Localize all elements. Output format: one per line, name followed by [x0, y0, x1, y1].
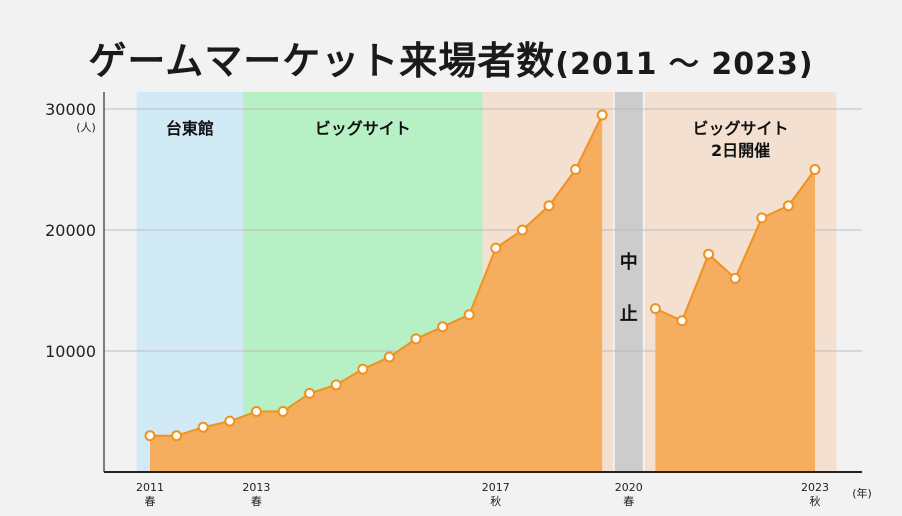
- data-point: [171, 430, 183, 442]
- x-tick-year: 2013: [242, 481, 270, 494]
- y-tick-label: 10000: [45, 342, 96, 361]
- data-point: [703, 248, 715, 260]
- data-point: [463, 309, 475, 321]
- data-point: [304, 387, 316, 399]
- data-point: [729, 272, 741, 284]
- y-tick-label: 30000: [45, 100, 96, 119]
- y-tick-label: 20000: [45, 221, 96, 240]
- data-point: [756, 212, 768, 224]
- x-tick-season: 秋: [810, 494, 821, 508]
- x-unit-label: (年): [852, 486, 872, 500]
- data-point: [224, 415, 236, 427]
- area-segment-1: [655, 169, 815, 472]
- data-point: [570, 164, 582, 175]
- data-point: [250, 406, 262, 417]
- data-point: [649, 303, 661, 315]
- chart-title: ゲームマーケット来場者数(2011 ～ 2023): [0, 30, 902, 85]
- venue-label: 2日開催: [711, 141, 770, 160]
- x-tick-season: 春: [251, 495, 262, 508]
- x-tick-year: 2023: [801, 481, 829, 494]
- data-point: [197, 421, 209, 433]
- data-point: [516, 224, 528, 236]
- venue-label: 台東館: [166, 119, 214, 138]
- chart-title-range: (2011 ～ 2023): [555, 47, 814, 82]
- data-point: [357, 363, 369, 375]
- venue-label: ビッグサイト: [693, 119, 789, 138]
- data-point: [144, 430, 156, 442]
- x-tick-year: 2011: [136, 481, 164, 494]
- x-tick-season: 春: [145, 495, 156, 508]
- data-point: [490, 242, 502, 254]
- chart-title-main: ゲームマーケット来場者数: [88, 39, 556, 83]
- data-point: [782, 200, 794, 212]
- data-point: [676, 315, 688, 327]
- data-point: [330, 379, 342, 391]
- x-tick-year: 2020: [615, 481, 643, 494]
- x-tick-season: 秋: [490, 494, 501, 508]
- venue-region-0: [136, 92, 244, 472]
- cancelled-band: [614, 92, 643, 472]
- data-point: [809, 164, 821, 175]
- venue-label: ビッグサイト: [315, 119, 411, 138]
- x-tick-year: 2017: [482, 481, 510, 494]
- data-point: [437, 321, 449, 333]
- data-point: [596, 109, 608, 121]
- y-unit-label: (人): [76, 121, 96, 134]
- area-segment-0: [150, 115, 603, 473]
- data-point: [277, 406, 289, 417]
- data-point: [543, 200, 555, 212]
- x-tick-season: 春: [623, 495, 634, 508]
- cancelled-label: 止: [620, 303, 638, 325]
- data-point: [410, 333, 422, 345]
- data-point: [383, 351, 395, 363]
- cancelled-label: 中: [620, 251, 638, 273]
